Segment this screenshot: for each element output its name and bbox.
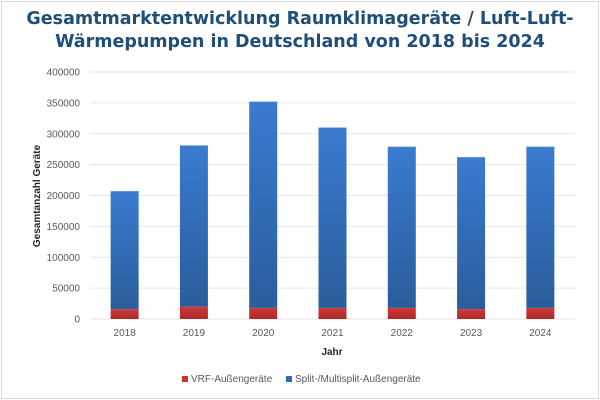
y-tick-label: 300000	[47, 129, 81, 140]
bar-split-2019	[179, 145, 208, 307]
bar-vrf-2021	[318, 307, 347, 319]
y-tick-label: 350000	[47, 98, 81, 109]
bar-vrf-2020	[249, 307, 278, 319]
y-tick-label: 150000	[47, 222, 81, 233]
y-tick-label: 200000	[47, 191, 81, 202]
chart-title-line-2: Wärmepumpen in Deutschland von 2018 bis …	[55, 32, 545, 52]
x-tick-label: 2021	[321, 328, 344, 339]
y-tick-label: 50000	[52, 284, 80, 295]
x-tick-label: 2018	[114, 328, 137, 339]
bar-vrf-2023	[457, 309, 486, 319]
x-tick-label: 2022	[391, 328, 414, 339]
bar-split-2018	[110, 191, 139, 310]
chart-title: Gesamtmarktentwicklung Raumklimageräte /…	[0, 8, 600, 54]
bar-vrf-2019	[179, 306, 208, 319]
bar-vrf-2024	[526, 307, 555, 319]
x-tick-label: 2020	[252, 328, 275, 339]
x-axis-label: Jahr	[321, 347, 342, 358]
y-tick-label: 400000	[47, 68, 81, 79]
bar-vrf-2018	[110, 309, 139, 319]
legend-label-0: VRF-Außengeräte	[191, 374, 273, 385]
y-tick-label: 0	[74, 315, 80, 326]
x-tick-label: 2024	[529, 328, 552, 339]
bar-split-2020	[249, 101, 278, 308]
x-tick-label: 2019	[183, 328, 206, 339]
bar-split-2023	[457, 157, 486, 310]
x-tick-label: 2023	[460, 328, 483, 339]
bar-vrf-2022	[387, 307, 416, 319]
legend-label-1: Split-/Multisplit-Außengeräte	[295, 374, 421, 385]
legend-swatch-1	[286, 376, 292, 382]
chart-title-line-1: Gesamtmarktentwicklung Raumklimageräte /…	[26, 9, 574, 29]
y-axis-label: Gesamtanzahl Geräte	[32, 144, 43, 247]
y-tick-label: 100000	[47, 253, 81, 264]
bar-split-2024	[526, 146, 555, 308]
bar-split-2022	[387, 146, 416, 308]
legend-swatch-0	[182, 376, 188, 382]
bar-split-2021	[318, 127, 347, 308]
y-tick-label: 250000	[47, 160, 81, 171]
